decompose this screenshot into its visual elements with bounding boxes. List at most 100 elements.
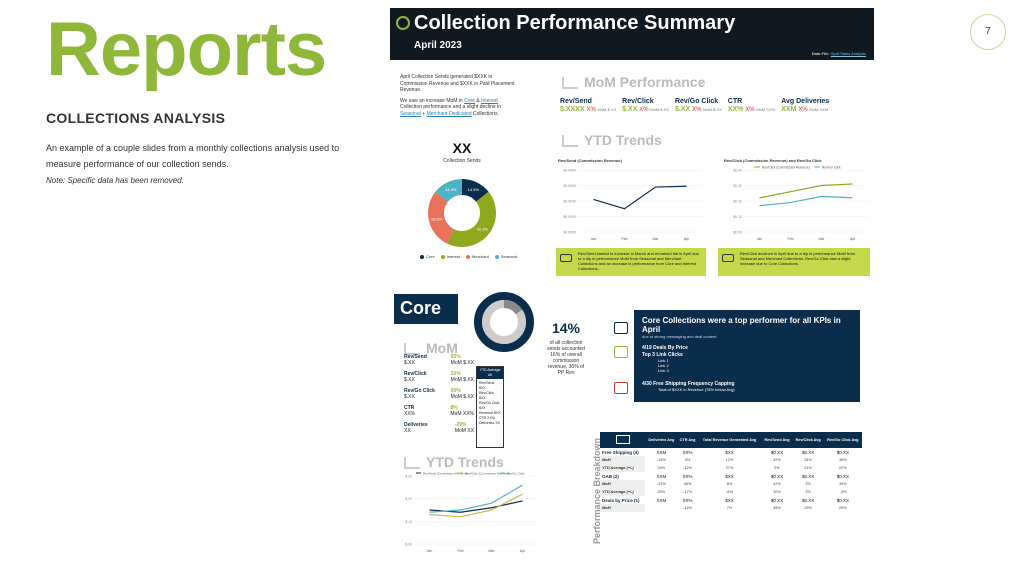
table-cell: -14% (683, 506, 692, 510)
table-cell: $XX (725, 473, 734, 479)
table-header-row: Deliveries Avg CTR Avg Total Revenue Gener… (600, 432, 862, 448)
megaphone-icon (560, 254, 572, 262)
rev-click-chart: $0.00 $0.10 $0.20 $0.30 $0.40 Jan Feb Mar Apr Rev… (733, 166, 868, 241)
core-kpi-mom: MoM $.XX (450, 360, 474, 366)
donut-slice-core (462, 179, 489, 202)
legend-dot (466, 254, 471, 259)
highlight-bullet-links: Top 3 Link Clicks (642, 352, 683, 358)
x-tick-label: Feb (621, 237, 627, 241)
slide-banner: Collection Performance Summary April 202… (390, 8, 874, 60)
slide-date: April 2023 (414, 40, 462, 51)
core-kpi-value: $.XX (404, 394, 415, 400)
link-1: Link 1 (658, 358, 669, 363)
donut-label-seasonal: 14.3% (445, 187, 457, 192)
table-row: MoM -14% 7% 35% 29% 29% (600, 504, 862, 512)
core-kpi-change: 60% (450, 354, 461, 360)
table-cell: $0.XX (801, 497, 815, 503)
core-ytd-chart: $.00 $.10 $.20 $.30 Jan Feb Mar Apr Rev/Send (Co… (405, 472, 538, 553)
table-row: Deals by Price (1) XXM XX% $XX $0.XX $0.XX $0.… (600, 496, 862, 504)
summary-text: April Collection Sends generated $XXK in… (400, 74, 515, 117)
mom-heading: MoM Performance (562, 74, 705, 90)
table-cell: 29% (839, 506, 847, 510)
table-cell: 29% (804, 506, 812, 510)
core-link[interactable]: Core (464, 97, 475, 104)
performance-table: Deliveries Avg CTR Avg Total Revenue Gener… (600, 432, 862, 512)
core-kpi-label: Rev/Go Click (404, 388, 435, 394)
kpi-value-line: XX% X% MoM XX% (728, 106, 775, 114)
kpi-change: X% (798, 107, 810, 113)
seasonal-link[interactable]: Seasonal (400, 110, 421, 117)
donut-legend: Core Interest Merchant Seasonal (420, 254, 517, 259)
row-label: Free Shipping (4) (602, 449, 639, 455)
legend-label: Core (426, 254, 435, 259)
table-header: CTR Avg (677, 432, 698, 448)
chart-icon (404, 343, 420, 356)
series-line-0 (759, 183, 853, 199)
table-cell: 39% (839, 482, 847, 486)
ytd-heading: YTD Trends (562, 132, 662, 148)
core-kpi-left: CTR XX% (404, 405, 415, 417)
collection-sends-donut: 14.3% 42.9% 28.6% 14.3% (428, 179, 496, 247)
merchant-link[interactable]: Merchant-Dedicated (426, 110, 472, 117)
table-cell: 35% (773, 506, 781, 510)
kpi-change: X% (586, 107, 598, 113)
kpi-2: Rev/Go Click $.XX X% MoM $.XX (675, 98, 722, 114)
y-tick-label: $0.10 (733, 215, 742, 219)
core-kpi-right: 60% MoM $.XX (451, 354, 474, 366)
table-cell: $0.XX (801, 449, 815, 455)
data-source-link[interactable]: Spot Sales Analysis (830, 51, 866, 56)
core-share-donut (474, 292, 534, 352)
donut-label-core: 14.3% (468, 187, 480, 192)
table-cell: -3% (839, 490, 847, 494)
table-cell: 32% (773, 458, 781, 462)
x-tick-label: Apr (520, 549, 526, 553)
kpi-label: CTR (727, 98, 743, 105)
legend-dot (494, 254, 499, 259)
table-cell: XX% (682, 449, 693, 455)
core-kpi-3: CTR XX% 8% MoM XX% (404, 405, 474, 417)
kpi-value-line: $.XXXX X% MoM $.XX (560, 106, 616, 114)
core-kpi-mom: MoM $.XX (450, 377, 474, 383)
ytd-box-title: YTD Average All (477, 367, 503, 379)
table-cell: 12% (725, 458, 734, 462)
highlight-shipping-detail: Total of $XXK in Revenue (78% below Avg) (658, 387, 735, 392)
collection-summary-slide: Collection Performance Summary April 202… (390, 8, 874, 288)
core-kpi-2: Rev/Go Click $.XX 60% MoM $.XX (404, 388, 474, 400)
kpi-mom: MoM XXM (809, 107, 829, 112)
table-cell: $0.XX (836, 473, 849, 479)
kpi-value-line: XXM X% MoM XXM (781, 106, 829, 114)
ytd-average-box: YTD Average All Rev/Send $XX Rev/Click $XX… (476, 366, 504, 448)
kpi-value: XXM (781, 106, 799, 113)
table-header: Rev/Go Click Avg (823, 432, 862, 448)
chart1-title: Rev/Send (Commission Revenue) (558, 158, 622, 163)
highlight-panel: Core Collections were a top performer fo… (634, 310, 860, 402)
kpi-mom: MoM XX% (756, 107, 776, 112)
interest-link[interactable]: Interest (481, 97, 498, 104)
section-note: Note: Specific data has been removed. (46, 176, 184, 185)
kpi-mom: MoM $.XX (703, 107, 722, 112)
x-tick-label: Apr (684, 237, 690, 241)
rev-send-chart: $0.0000 $0.0020 $0.0040 $0.0060 $0.0080 Jan Fe… (563, 169, 702, 241)
core-kpi-mom: MoM $.XX (450, 394, 474, 400)
chart-icon (562, 77, 578, 90)
slide-title: Collection Performance Summary (414, 12, 736, 34)
kpi-label: Rev/Click (622, 98, 654, 105)
table-cell: 36% (839, 458, 847, 462)
table-cell: $XX (725, 497, 734, 503)
table-cell: 3% (805, 490, 811, 494)
core-kpis: Rev/Send $.XX 60% MoM $.XX Rev/Click $.XX 33% M… (404, 354, 474, 439)
ytd-box-item: Rev/Click $XX (479, 391, 494, 400)
table-cell (645, 504, 677, 512)
x-tick-label: Mar (818, 237, 825, 241)
y-tick-label: $0.0000 (563, 231, 576, 235)
x-tick-label: Jan (427, 549, 433, 553)
ytd-box-item: CTR XX% (479, 416, 495, 420)
legend-label: Rev/Go Click (822, 166, 841, 170)
core-mom-heading: MoM (404, 340, 458, 356)
ytd-box-item: Deliveries XX (479, 421, 501, 425)
table-cell: $0.XX (770, 497, 784, 503)
data-source: Data File: Spot Sales Analysis (811, 51, 866, 56)
legend-item: Merchant (466, 254, 489, 259)
link-3: Link 3 (658, 368, 669, 373)
